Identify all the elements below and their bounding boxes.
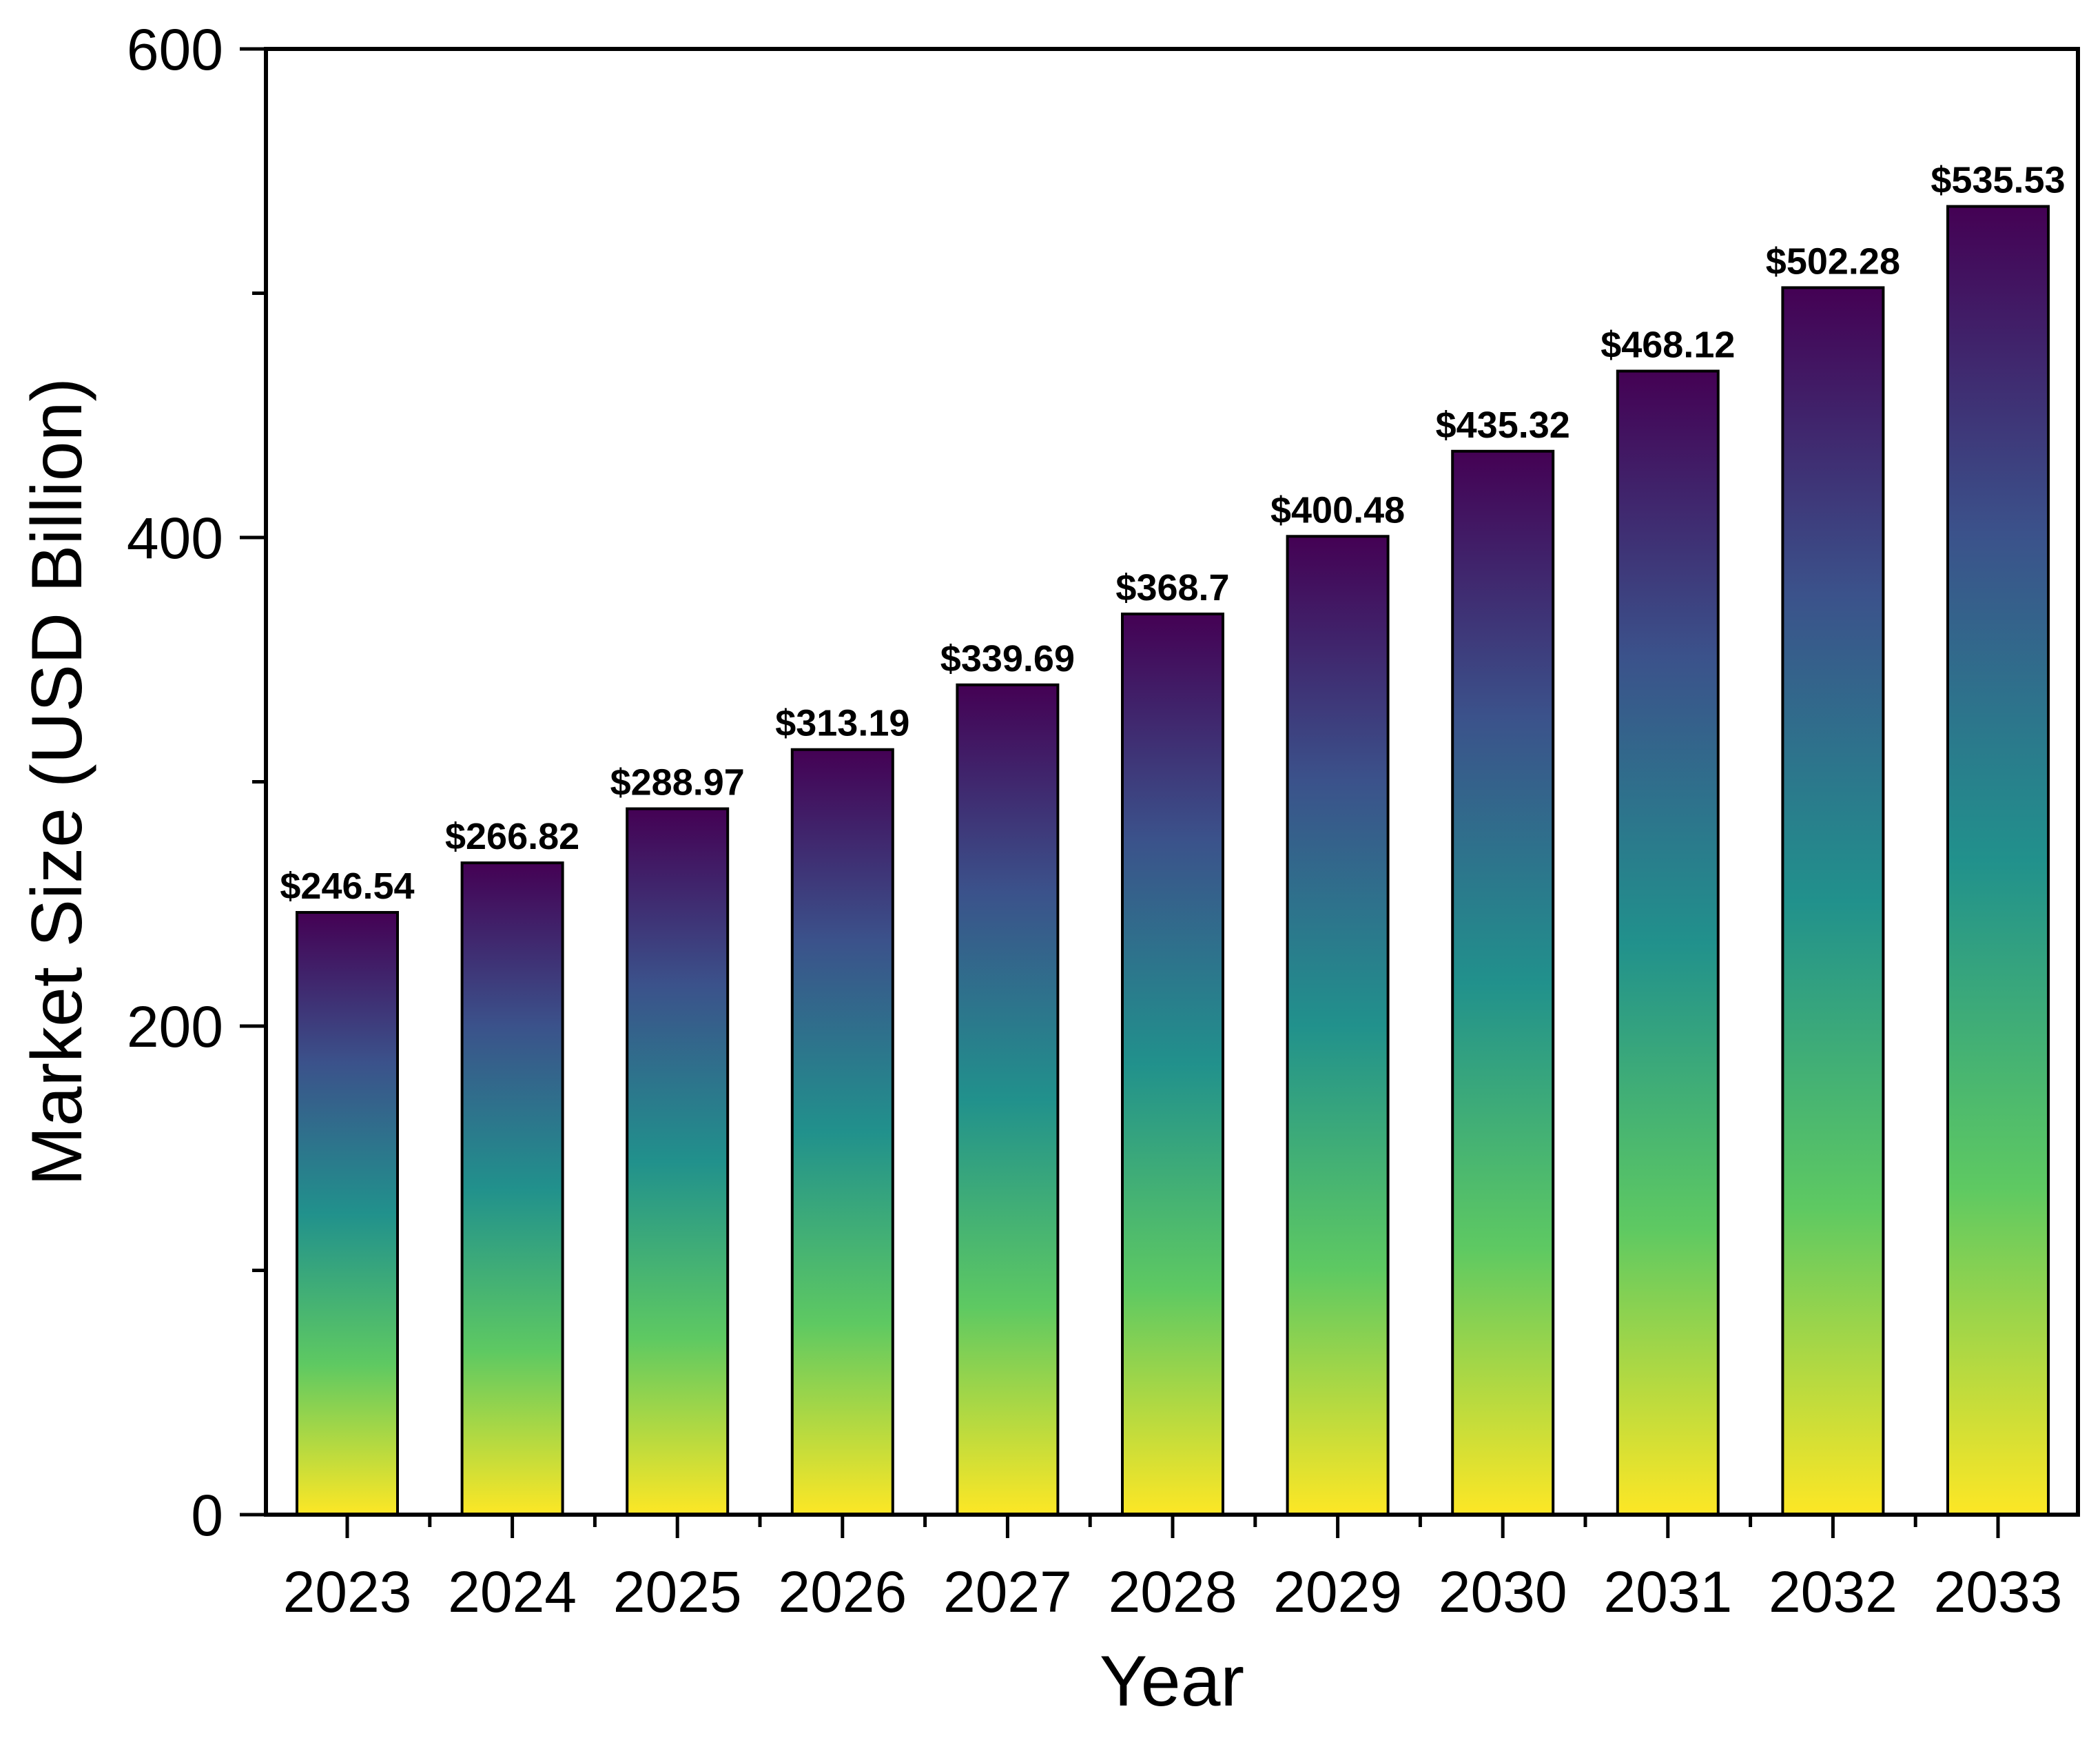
data-label-2029: $400.48: [1270, 489, 1405, 531]
data-label-2032: $502.28: [1766, 240, 1900, 282]
data-label-2026: $313.19: [775, 703, 909, 744]
bar-2031: [1616, 369, 1720, 1516]
data-label-2033: $535.53: [1931, 160, 2065, 201]
x-tick-label-2029: 2029: [1273, 1559, 1402, 1624]
data-label-2027: $339.69: [940, 638, 1075, 679]
bar-2033: [1946, 205, 2050, 1516]
x-tick-label-2023: 2023: [283, 1559, 412, 1624]
bar-2024: [460, 861, 564, 1516]
bar-2032: [1781, 286, 1885, 1517]
bar-2027: [956, 683, 1060, 1516]
bar-2030: [1451, 449, 1555, 1516]
y-tick-label-0: 0: [191, 1483, 223, 1548]
x-tick-label-2025: 2025: [613, 1559, 742, 1624]
x-tick-label-2032: 2032: [1769, 1559, 1897, 1624]
data-label-2023: $246.54: [280, 866, 414, 907]
x-tick-label-2026: 2026: [778, 1559, 907, 1624]
bar-2026: [790, 748, 894, 1516]
y-tick-label-200: 200: [127, 994, 223, 1059]
x-tick-label-2030: 2030: [1439, 1559, 1567, 1624]
x-axis-title: Year: [1100, 1641, 1244, 1721]
data-label-2028: $368.7: [1115, 567, 1229, 608]
data-label-2025: $288.97: [610, 762, 745, 804]
data-label-group: $246.54 $266.82 $288.97 $313.19 $339.69 $368.…: [280, 160, 2065, 907]
y-axis-title: Market Size (USD Billion): [17, 378, 97, 1186]
bar-2025: [626, 807, 730, 1516]
data-label-2031: $468.12: [1600, 325, 1735, 366]
y-axis: 0 200 400 600: [127, 17, 266, 1548]
bar-2023: [296, 911, 399, 1517]
bar-2029: [1286, 535, 1390, 1517]
data-label-2030: $435.32: [1436, 405, 1570, 446]
x-tick-label-2031: 2031: [1603, 1559, 1732, 1624]
x-tick-label-2028: 2028: [1109, 1559, 1237, 1624]
y-tick-label-600: 600: [127, 17, 223, 82]
x-axis: 2023 2024 2025 2026 2027 2028 2029 2030 2031 2032…: [283, 1515, 2063, 1624]
x-tick-label-2033: 2033: [1934, 1559, 2063, 1624]
y-tick-label-400: 400: [127, 506, 223, 571]
bar-2028: [1121, 612, 1224, 1516]
bar-group: [296, 205, 2050, 1517]
x-tick-label-2024: 2024: [448, 1559, 577, 1624]
data-label-2024: $266.82: [445, 816, 579, 857]
x-tick-label-2027: 2027: [943, 1559, 1072, 1624]
